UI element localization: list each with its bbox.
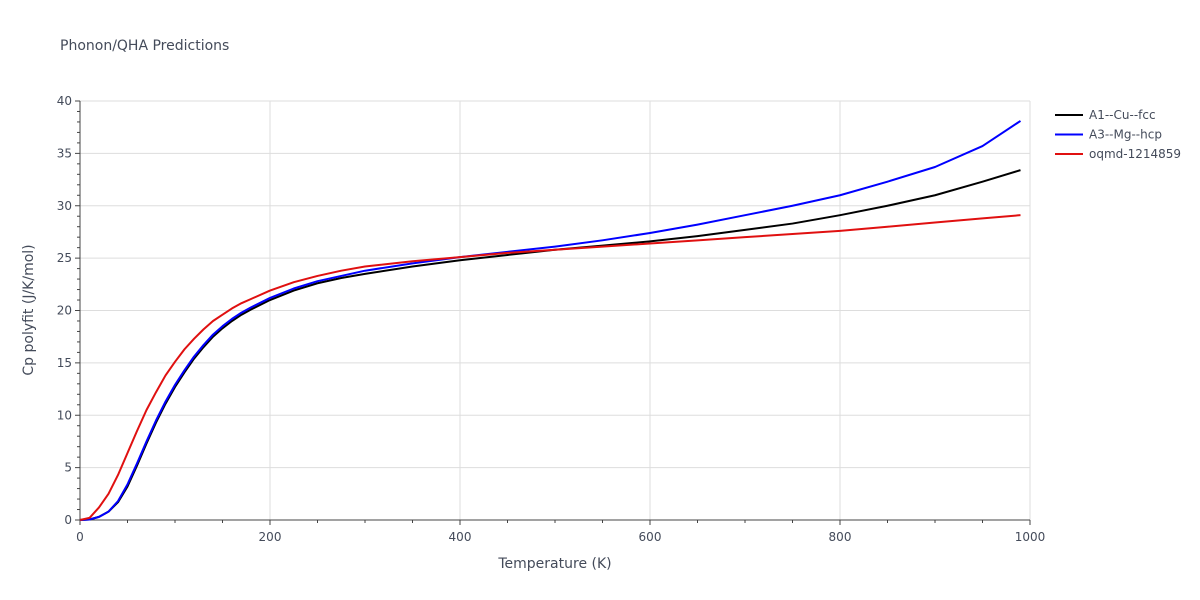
x-tick-label: 600 — [639, 530, 662, 544]
series-line-2[interactable] — [79, 214, 1021, 521]
x-tick-label: 400 — [449, 530, 472, 544]
series-line-1[interactable] — [79, 120, 1022, 521]
y-tick-label: 20 — [57, 304, 72, 318]
y-tick-label: 40 — [57, 94, 72, 108]
y-tick-label: 10 — [57, 408, 72, 422]
series-lines[interactable] — [79, 120, 1022, 521]
axes — [75, 100, 1031, 525]
gridlines — [80, 100, 1031, 520]
legend-label-1[interactable]: A3--Mg--hcp — [1089, 128, 1162, 142]
legend[interactable]: A1--Cu--fcc A3--Mg--hcp oqmd-1214859 — [1055, 108, 1181, 161]
legend-label-0[interactable]: A1--Cu--fcc — [1089, 108, 1156, 122]
x-tick-label: 800 — [829, 530, 852, 544]
x-axis-label: Temperature (K) — [497, 556, 611, 572]
x-tick-label: 0 — [76, 530, 84, 544]
y-tick-label: 30 — [57, 199, 72, 213]
y-axis-label: Cp polyfit (J/K/mol) — [21, 244, 37, 375]
x-tick-label: 1000 — [1015, 530, 1046, 544]
y-tick-label: 0 — [64, 513, 72, 527]
chart-title: Phonon/QHA Predictions — [60, 38, 229, 54]
x-tick-label: 200 — [259, 530, 282, 544]
y-tick-label: 25 — [57, 251, 72, 265]
y-tick-label: 15 — [57, 356, 72, 370]
legend-label-2[interactable]: oqmd-1214859 — [1089, 147, 1181, 161]
y-tick-label: 5 — [64, 461, 72, 475]
y-tick-label: 35 — [57, 146, 72, 160]
